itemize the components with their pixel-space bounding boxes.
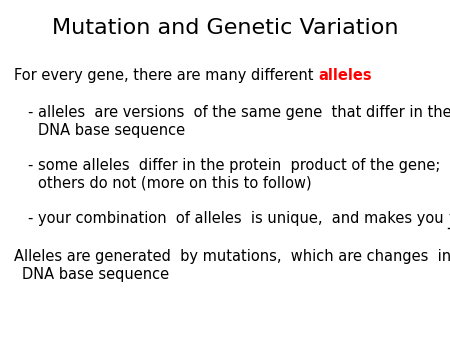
Text: DNA base sequence: DNA base sequence (22, 267, 169, 282)
Text: - some alleles  differ in the protein  product of the gene;: - some alleles differ in the protein pro… (28, 158, 441, 173)
Text: others do not (more on this to follow): others do not (more on this to follow) (38, 176, 311, 191)
Text: Alleles are generated  by mutations,  which are changes  in the: Alleles are generated by mutations, whic… (14, 249, 450, 264)
Text: For every gene, there are many different: For every gene, there are many different (14, 68, 318, 83)
Text: - alleles  are versions  of the same gene  that differ in their: - alleles are versions of the same gene … (28, 105, 450, 120)
Text: DNA base sequence: DNA base sequence (38, 123, 185, 138)
Text: - your combination  of alleles  is unique,  and makes you: - your combination of alleles is unique,… (28, 211, 448, 226)
Text: alleles: alleles (318, 68, 372, 83)
Text: you: you (448, 211, 450, 226)
Text: Mutation and Genetic Variation: Mutation and Genetic Variation (52, 18, 398, 38)
